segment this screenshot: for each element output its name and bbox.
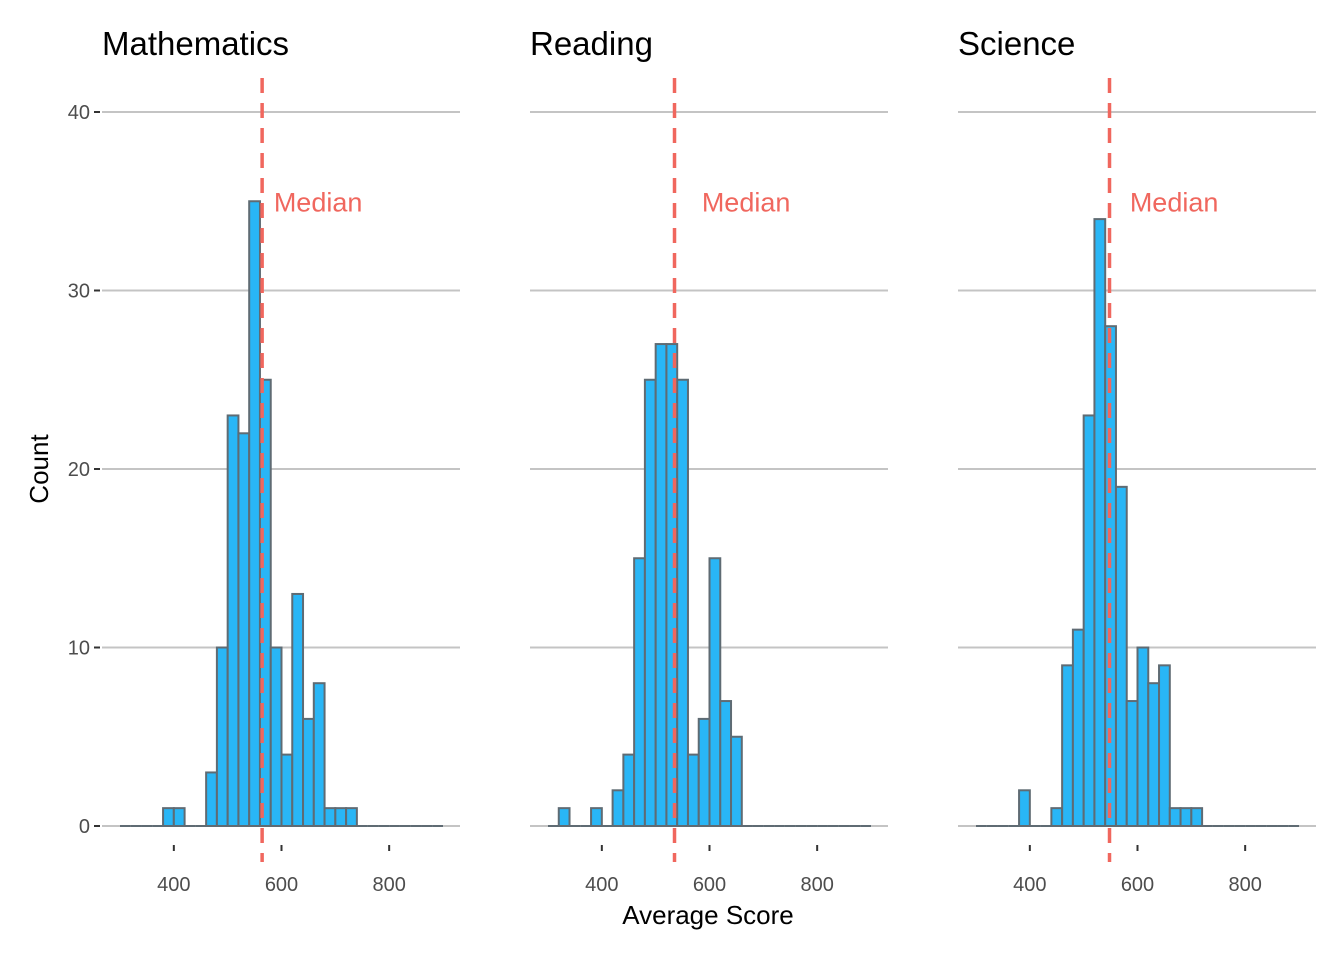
histogram-bar: [611, 789, 625, 827]
histogram-bar: [590, 807, 603, 828]
histogram-bar: [697, 717, 711, 828]
histogram-bar: [1071, 628, 1085, 828]
histogram-bars: [976, 218, 1299, 828]
histogram-bar: [1093, 218, 1107, 828]
histogram-bar: [1018, 789, 1031, 827]
x-tick-label: 600: [693, 874, 726, 896]
y-tick-label: 20: [68, 459, 90, 481]
y-tick-label: 0: [79, 816, 90, 838]
histogram-bar: [302, 717, 315, 828]
histogram-bar: [1136, 646, 1150, 827]
histogram-bar: [1168, 807, 1182, 828]
histogram-bar: [162, 807, 175, 828]
histogram-bar: [205, 771, 218, 828]
histogram-bar: [1050, 807, 1064, 828]
histogram-bar: [643, 378, 657, 827]
x-tick-label: 600: [1121, 874, 1154, 896]
x-axis-label: Average Score: [622, 900, 794, 930]
histogram-bar: [557, 807, 571, 828]
histogram-bar: [323, 807, 337, 828]
histogram-bar: [1190, 807, 1204, 828]
histogram-bar: [676, 378, 689, 827]
histogram-bar: [248, 200, 261, 827]
panel-title: Reading: [530, 25, 653, 62]
panel-reading: Reading 400 600 800 Median: [530, 25, 888, 896]
histogram-bar: [1179, 807, 1193, 828]
histogram-bars: [120, 200, 443, 828]
y-tick-label: 30: [68, 281, 90, 303]
histogram-bar: [334, 807, 348, 828]
histogram-bar: [269, 646, 283, 827]
histogram-bar: [172, 807, 186, 828]
histogram-bars: [548, 343, 871, 828]
histogram-bar: [730, 735, 743, 827]
panel-mathematics: Mathematics 0 10 20 30 40 400 600 800 Median: [68, 25, 460, 896]
x-tick-label: 400: [1013, 874, 1046, 896]
x-tick-label: 600: [265, 874, 298, 896]
panel-title: Mathematics: [102, 25, 289, 62]
y-tick-label: 10: [68, 638, 90, 660]
histogram-bar: [1147, 682, 1161, 828]
x-tick-label: 400: [585, 874, 618, 896]
histogram-bar: [708, 557, 722, 827]
histogram-bar: [237, 432, 251, 827]
histogram-bar: [1158, 664, 1171, 827]
x-tick-label: 800: [1228, 874, 1261, 896]
y-axis-label: Count: [24, 434, 54, 504]
histogram-bar: [1114, 485, 1128, 827]
histogram-bar: [622, 753, 636, 827]
histogram-bar: [633, 557, 646, 827]
histogram-bar: [215, 646, 229, 827]
histogram-bar: [1104, 325, 1117, 827]
histogram-bar: [1125, 700, 1139, 827]
histogram-bar: [345, 807, 358, 828]
y-tick-label: 40: [68, 102, 90, 124]
median-label: Median: [1130, 187, 1219, 217]
histogram-bar: [654, 343, 668, 827]
histogram-bar: [226, 414, 240, 827]
panel-science: Science 400 600 800 Median: [958, 25, 1316, 896]
histogram-bar: [291, 592, 305, 828]
histogram-bar: [719, 700, 733, 827]
median-label: Median: [274, 187, 363, 217]
histogram-bar: [312, 682, 326, 828]
x-tick-label: 800: [372, 874, 405, 896]
histogram-bar: [1061, 664, 1074, 827]
histogram-bar: [258, 378, 272, 827]
x-tick-label: 400: [157, 874, 190, 896]
histogram-bar: [1082, 414, 1096, 827]
panel-title: Science: [958, 25, 1075, 62]
histogram-bar: [280, 753, 294, 827]
x-tick-label: 800: [800, 874, 833, 896]
median-label: Median: [702, 187, 791, 217]
histogram-bar: [686, 753, 700, 827]
